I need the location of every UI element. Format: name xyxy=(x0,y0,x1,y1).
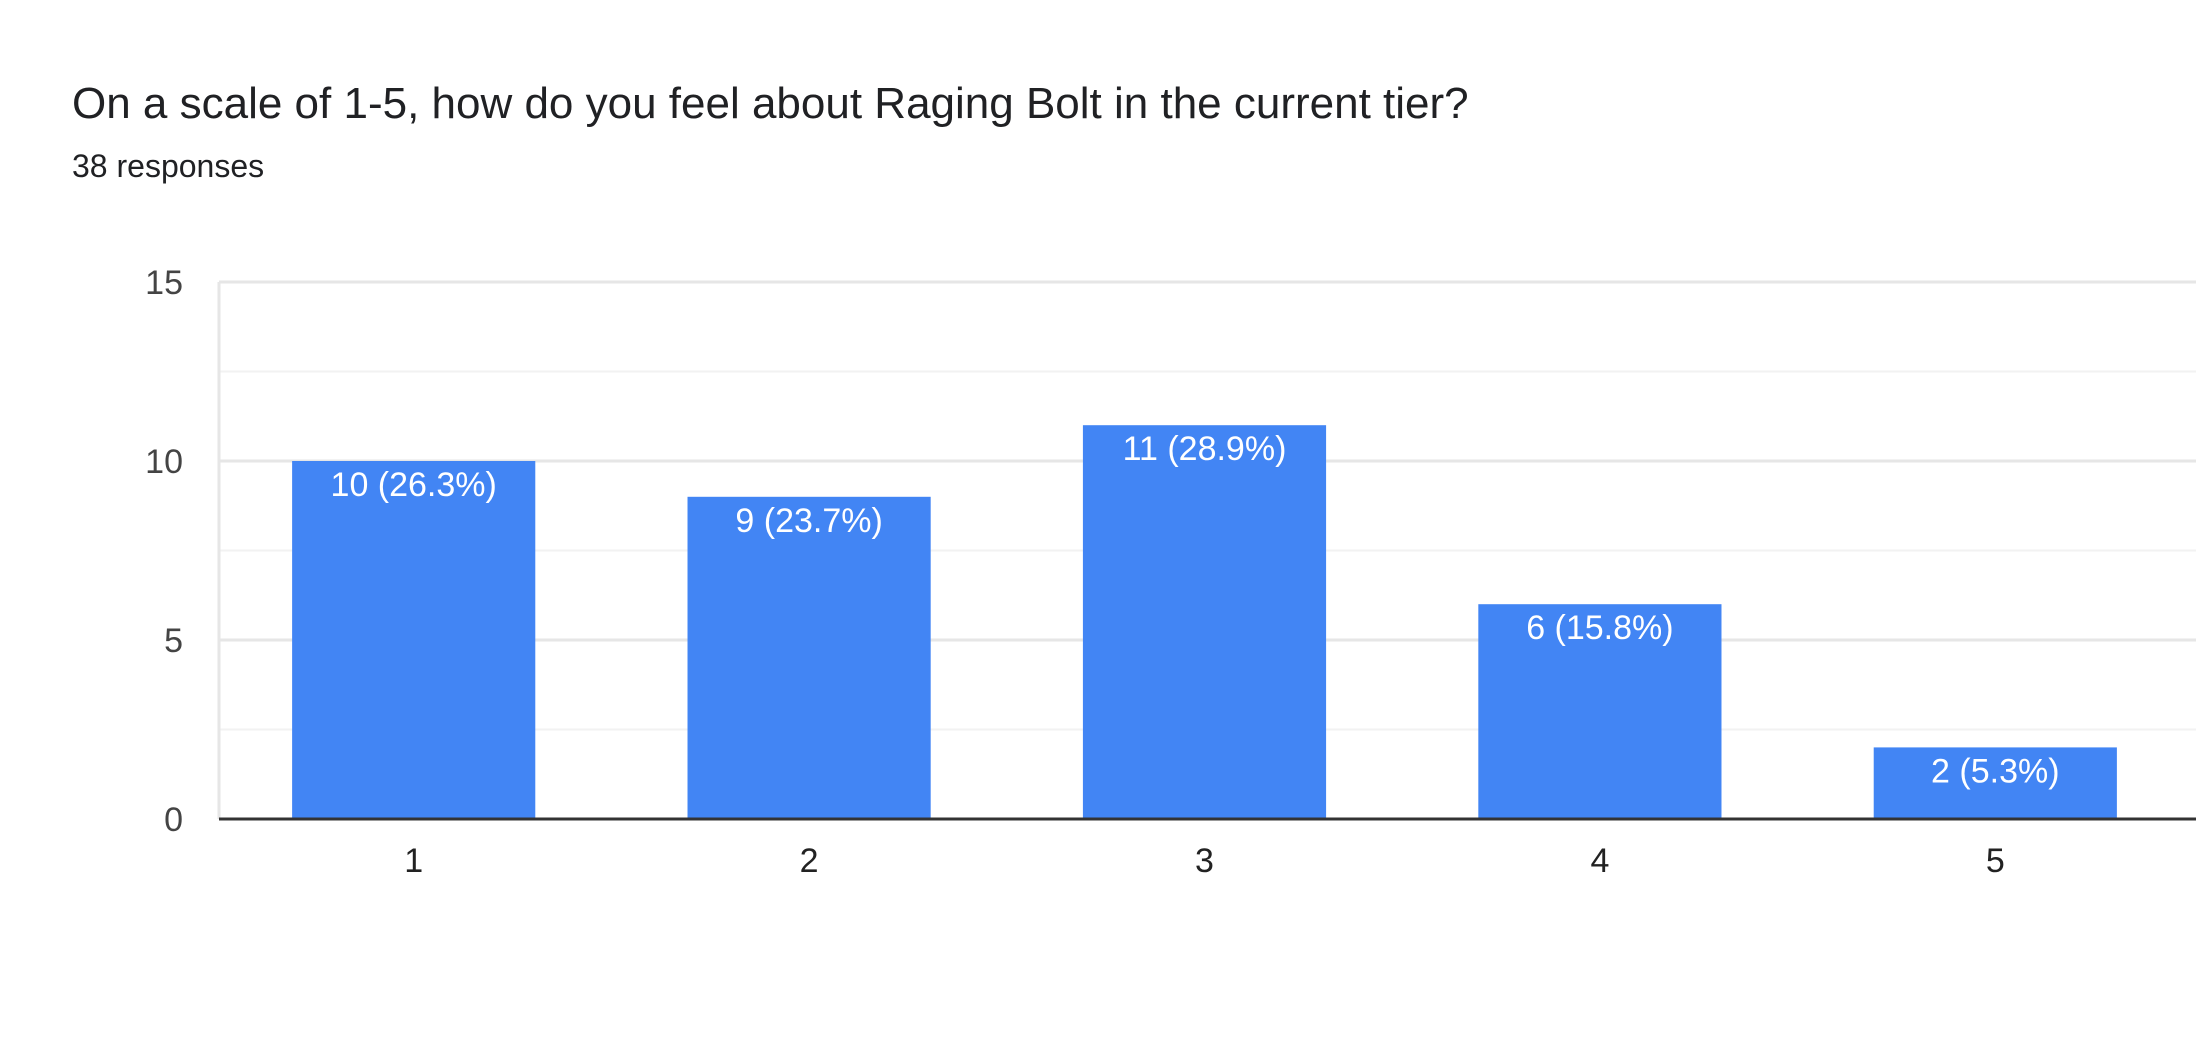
bar-data-label: 6 (15.8%) xyxy=(1526,609,1673,647)
x-tick-label: 4 xyxy=(1590,842,1609,880)
y-tick-label: 5 xyxy=(164,622,183,660)
y-tick-label: 10 xyxy=(145,443,183,481)
x-tick-label: 2 xyxy=(800,842,819,880)
bar-data-label: 9 (23.7%) xyxy=(735,502,882,540)
bar-data-labels: 10 (26.3%) 9 (23.7%) 11 (28.9%) 6 (15.8%) 2 … xyxy=(331,430,2060,790)
bar-data-label: 10 (26.3%) xyxy=(331,466,497,504)
x-tick-label: 1 xyxy=(404,842,423,880)
bars xyxy=(292,425,2117,819)
y-tick-label: 0 xyxy=(164,801,183,839)
bar-2 xyxy=(687,496,931,819)
bar-1 xyxy=(292,461,536,819)
x-tick-label: 5 xyxy=(1986,842,2005,880)
bar-4 xyxy=(1478,604,1722,819)
bar-data-label: 11 (28.9%) xyxy=(1123,430,1287,468)
chart-title: On a scale of 1-5, how do you feel about… xyxy=(72,79,1469,128)
bar-3 xyxy=(1082,425,1327,819)
response-count: 38 responses xyxy=(72,148,265,184)
axes: 0 5 10 15 1 2 3 4 5 xyxy=(145,264,2196,880)
bar-data-label: 2 (5.3%) xyxy=(1931,752,2060,790)
y-tick-label: 15 xyxy=(145,264,183,302)
bar-5 xyxy=(1873,747,2117,819)
x-tick-label: 3 xyxy=(1195,842,1214,880)
